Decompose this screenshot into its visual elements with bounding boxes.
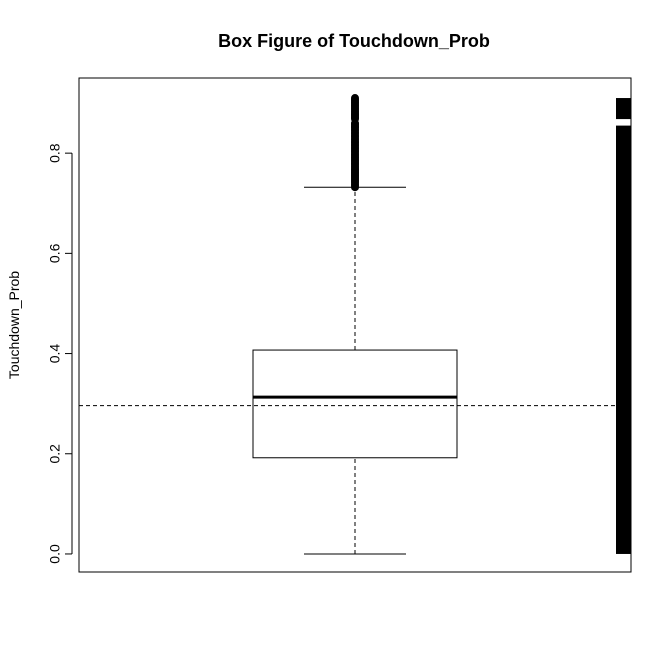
chart-title: Box Figure of Touchdown_Prob [218,31,490,51]
y-tick-label-2: 0.4 [47,344,63,364]
y-tick-label-1: 0.2 [47,444,63,464]
y-axis-label: Touchdown_Prob [6,271,22,379]
rug-segment-1 [616,98,631,120]
plot-marks [79,94,631,555]
y-tick-label-3: 0.6 [47,243,63,263]
box-iqr [252,349,458,459]
y-tick-label-4: 0.8 [47,143,63,163]
y-axis: 0.0 0.2 0.4 0.6 0.8 [47,143,73,564]
rug-segment-0 [616,125,631,554]
y-tick-label-0: 0.0 [47,544,63,564]
outlier-point-60 [351,94,359,103]
